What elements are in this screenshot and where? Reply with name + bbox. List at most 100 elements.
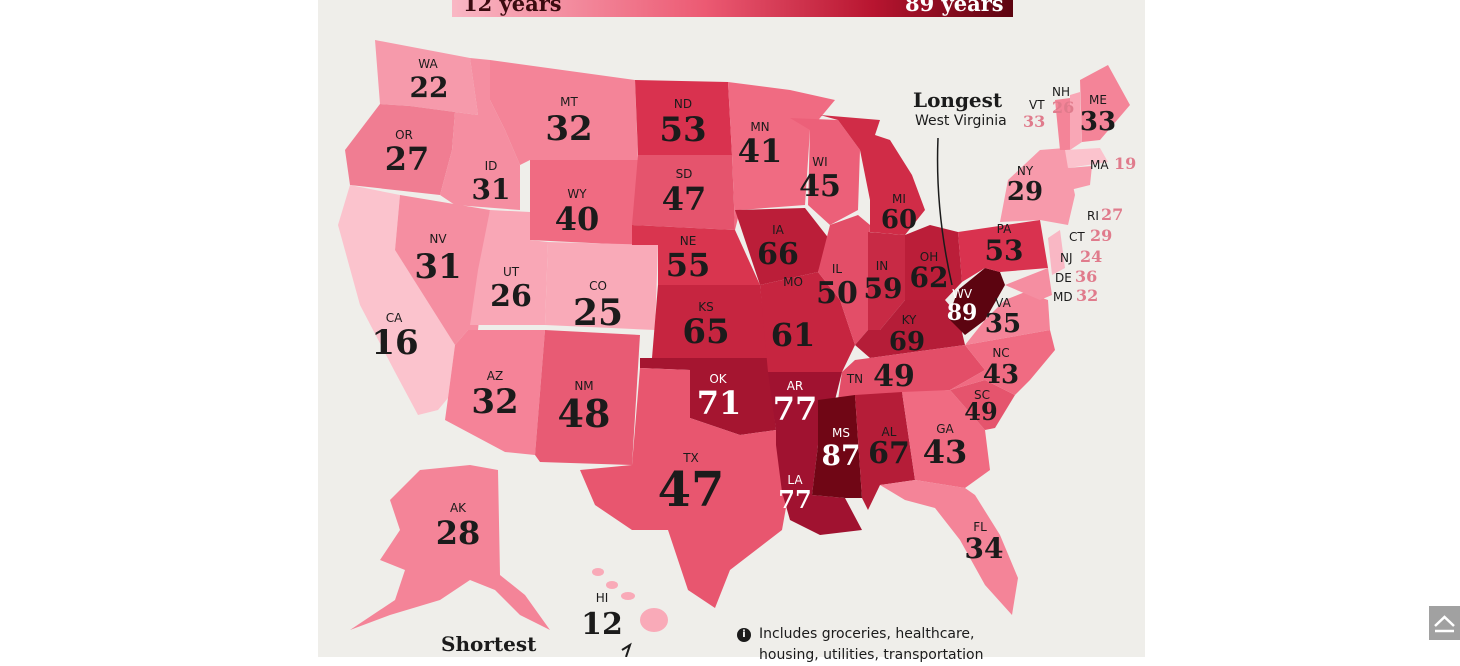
state-value-oh: 62 — [910, 261, 949, 294]
state-label-mn: MN — [750, 120, 769, 134]
state-value-me: 33 — [1080, 107, 1116, 137]
state-label-sc: SC — [974, 388, 990, 402]
state-label-mo: MO — [783, 275, 803, 289]
state-label-ut: UT — [503, 265, 520, 279]
state-nc — [950, 330, 1055, 395]
state-label-ma: MA — [1090, 158, 1109, 172]
state-label-ar: AR — [787, 379, 804, 393]
state-value-id: 31 — [472, 173, 511, 206]
state-value-in: 59 — [864, 272, 903, 305]
state-label-az: AZ — [487, 369, 503, 383]
state-value-ny: 29 — [1007, 177, 1043, 207]
state-nd — [635, 80, 732, 155]
state-value-nh: 26 — [1052, 98, 1074, 117]
state-sd — [632, 155, 735, 230]
state-vt-shape — [1055, 98, 1070, 150]
footnote: i Includes groceries, healthcare, housing… — [737, 624, 983, 666]
state-co — [545, 242, 658, 330]
state-label-ms: MS — [832, 426, 850, 440]
state-wa — [375, 40, 478, 115]
state-label-oh: OH — [920, 250, 938, 264]
chevron-up-icon — [1434, 615, 1455, 633]
state-value-co: 25 — [573, 292, 623, 334]
state-value-wv: 89 — [947, 300, 978, 326]
state-label-wa: WA — [418, 57, 438, 71]
state-or — [345, 104, 455, 195]
state-label-il: IL — [832, 262, 843, 276]
state-label-vt: VT — [1029, 98, 1045, 112]
state-al — [855, 392, 915, 510]
state-tx — [580, 368, 790, 608]
state-value-tx: 47 — [658, 462, 725, 518]
state-value-nv: 31 — [414, 247, 461, 287]
state-wi — [790, 118, 860, 225]
state-label-de: DE — [1055, 271, 1072, 285]
state-sc — [950, 380, 1015, 430]
state-value-wa: 22 — [410, 71, 449, 104]
state-value-ca: 16 — [371, 323, 418, 363]
state-value-ak: 28 — [436, 514, 481, 552]
state-label-or: OR — [395, 128, 413, 142]
state-label-me: ME — [1089, 93, 1107, 107]
state-value-nd: 53 — [659, 110, 706, 150]
footnote-line2: housing, utilities, transportation — [759, 647, 984, 663]
state-value-ms: 87 — [822, 439, 861, 472]
state-value-ga: 43 — [923, 433, 968, 471]
state-label-sd: SD — [676, 167, 693, 181]
state-value-ky: 69 — [889, 327, 925, 357]
state-wv — [948, 268, 1005, 335]
state-label-ia: IA — [772, 223, 785, 237]
state-value-wy: 40 — [555, 200, 600, 238]
state-value-ar: 77 — [773, 390, 818, 428]
state-md-shape — [1005, 268, 1052, 300]
state-value-pa: 53 — [985, 234, 1024, 267]
state-nm — [535, 330, 640, 465]
state-label-mt: MT — [560, 95, 578, 109]
state-value-ut: 26 — [490, 279, 532, 314]
state-ms — [812, 395, 862, 498]
state-value-mn: 41 — [738, 132, 783, 170]
state-label-ga: GA — [936, 422, 954, 436]
state-wy — [530, 160, 638, 245]
shortest-arrow — [621, 642, 632, 657]
state-label-id: ID — [485, 159, 498, 173]
scroll-to-top-button[interactable] — [1429, 606, 1460, 640]
state-value-ne: 55 — [666, 246, 711, 284]
state-label-nv: NV — [429, 232, 447, 246]
state-id — [440, 58, 520, 210]
info-icon: i — [737, 628, 751, 642]
state-value-va: 35 — [985, 309, 1021, 339]
state-label-nj: NJ — [1060, 251, 1073, 265]
state-value-sd: 47 — [662, 180, 707, 218]
state-label-la: LA — [787, 473, 803, 487]
longest-state: West Virginia — [915, 113, 1007, 129]
state-ga — [902, 390, 990, 488]
state-label-ak: AK — [450, 501, 467, 515]
state-value-mi: 60 — [881, 205, 917, 235]
state-nh-shape — [1070, 92, 1082, 150]
state-hi — [592, 568, 668, 632]
state-value-md: 32 — [1076, 286, 1098, 305]
state-value-hi: 12 — [581, 607, 623, 642]
state-label-ct: CT — [1069, 230, 1085, 244]
state-value-nm: 48 — [558, 391, 611, 436]
state-label-nm: NM — [574, 379, 593, 393]
shortest-title: Shortest — [441, 632, 537, 656]
state-value-az: 32 — [471, 382, 518, 422]
state-label-hi: HI — [596, 591, 609, 605]
state-ks — [652, 285, 768, 358]
state-value-il: 50 — [816, 276, 858, 311]
state-ut — [470, 210, 548, 325]
state-label-in: IN — [876, 259, 889, 273]
state-label-va: VA — [995, 296, 1011, 310]
state-ct-shape — [1068, 166, 1092, 190]
state-ak — [350, 465, 550, 630]
longest-title: Longest — [913, 88, 1003, 112]
state-value-ok: 71 — [697, 384, 742, 422]
state-value-vt: 33 — [1023, 112, 1045, 131]
state-value-de: 36 — [1075, 267, 1097, 286]
state-value-ma: 19 — [1114, 154, 1136, 173]
footnote-line1: Includes groceries, healthcare, — [759, 626, 975, 642]
state-value-ks: 65 — [682, 312, 729, 352]
